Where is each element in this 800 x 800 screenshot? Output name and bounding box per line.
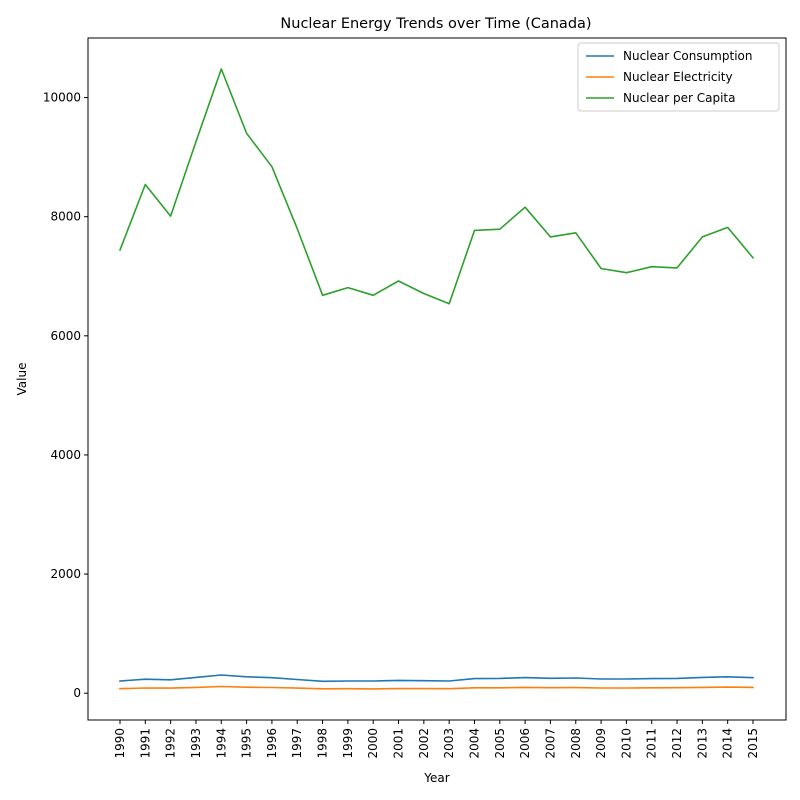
x-tick-label: 2002: [417, 728, 431, 759]
x-tick-label: 2006: [518, 728, 532, 759]
x-tick-label: 1992: [164, 728, 178, 759]
x-tick-label: 2000: [366, 728, 380, 759]
x-tick-label: 2008: [569, 728, 583, 759]
chart-title: Nuclear Energy Trends over Time (Canada): [280, 16, 591, 32]
series-line-nuclear-per-capita: [118, 68, 755, 305]
x-tick-label: 2011: [645, 728, 659, 759]
x-tick-label: 2009: [594, 728, 608, 759]
y-tick-label: 8000: [50, 210, 81, 224]
series-line-nuclear-consumption: [119, 674, 754, 683]
x-tick-label: 1999: [341, 728, 355, 759]
legend-label: Nuclear per Capita: [623, 91, 736, 105]
x-tick-label: 2014: [721, 728, 735, 759]
x-tick-label: 1993: [189, 728, 203, 759]
x-tick-label: 1996: [265, 728, 279, 759]
x-axis-title: Year: [423, 771, 449, 785]
x-tick-label: 1991: [138, 728, 152, 759]
legend-box: [577, 42, 780, 112]
y-axis-title: Value: [15, 363, 29, 396]
plot-area: [88, 38, 786, 720]
x-tick-label: 2010: [619, 728, 633, 759]
y-tick-label: 4000: [50, 448, 81, 462]
x-tick-label: 2003: [442, 728, 456, 759]
x-tick-label: 2001: [392, 728, 406, 759]
y-axis: 0 2000 4000 6000 8000 10000: [43, 91, 88, 700]
y-tick-label: 2000: [50, 567, 81, 581]
x-tick-label: 2005: [493, 728, 507, 759]
plot-frame: [87, 37, 787, 721]
x-tick-label: 2004: [467, 728, 481, 759]
y-tick-label: 0: [73, 686, 81, 700]
x-tick-label: 2015: [746, 728, 760, 759]
x-tick-label: 2012: [670, 728, 684, 759]
legend-label: Nuclear Electricity: [623, 70, 733, 84]
y-tick-label: 6000: [50, 329, 81, 343]
y-tick-label: 10000: [43, 91, 81, 105]
series-layer: [118, 68, 755, 690]
x-tick-label: 1994: [214, 728, 228, 759]
legend-label: Nuclear Consumption: [623, 49, 752, 63]
x-tick-label: 1997: [290, 728, 304, 759]
x-tick-label: 2007: [543, 728, 557, 759]
series-line-nuclear-electricity: [119, 685, 754, 690]
legend: Nuclear Consumption Nuclear Electricity Nu…: [577, 42, 780, 112]
x-tick-label: 2013: [695, 728, 709, 759]
x-tick-label: 1998: [316, 728, 330, 759]
x-tick-label: 1990: [113, 728, 127, 759]
x-axis: 1990 1991 1992 1993 1994 1995 1996 1997 1998 1999…: [113, 720, 760, 759]
x-tick-label: 1995: [240, 728, 254, 759]
